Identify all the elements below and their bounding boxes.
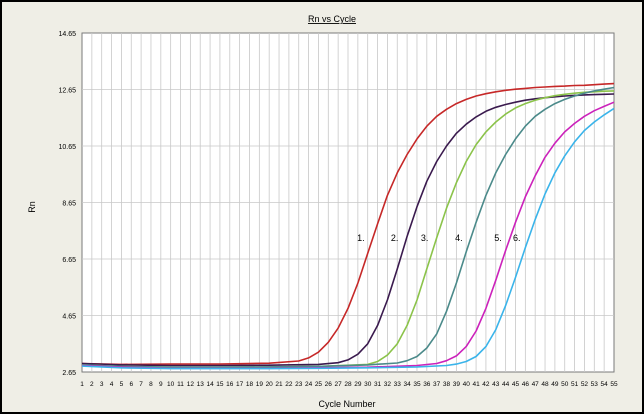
- x-tick-label: 9: [159, 381, 163, 388]
- x-tick-label: 11: [177, 381, 184, 388]
- x-tick-label: 12: [187, 381, 195, 388]
- x-tick-label: 14: [206, 381, 214, 388]
- x-tick-label: 7: [139, 381, 143, 388]
- x-tick-label: 33: [394, 381, 402, 388]
- y-tick-labels: 14.65 12.65 10.65 8.65 6.65 4.65 2.65: [58, 31, 76, 377]
- grid: [82, 33, 614, 372]
- x-tick-label: 35: [413, 381, 421, 388]
- x-tick-label: 31: [374, 381, 382, 388]
- x-tick-label: 4: [110, 381, 114, 388]
- x-tick-labels: 1 2 3 4 5 6 7 8 9 10 11 12 13 14 15 16 17 18 19 20 21 22 23 24 2…: [80, 381, 618, 388]
- x-tick-label: 47: [532, 381, 540, 388]
- series-line-1: [81, 82, 615, 366]
- x-tick-label: 52: [581, 381, 589, 388]
- series-line-6: [81, 107, 615, 370]
- x-tick-label: 30: [364, 381, 372, 388]
- chart-title: Rn vs Cycle: [308, 14, 356, 24]
- x-tick-label: 44: [502, 381, 510, 388]
- x-tick-label: 36: [423, 381, 431, 388]
- y-tick-label: 12.65: [58, 88, 76, 95]
- x-tick-label: 21: [275, 381, 283, 388]
- x-tick-label: 18: [246, 381, 254, 388]
- y-tick-label: 2.65: [62, 370, 76, 377]
- x-tick-label: 46: [522, 381, 530, 388]
- x-tick-label: 55: [610, 381, 618, 388]
- y-tick-label: 8.65: [62, 201, 76, 208]
- x-tick-label: 20: [266, 381, 274, 388]
- x-tick-label: 40: [463, 381, 471, 388]
- series-labels: 1. 2. 3. 4. 5. 6.: [357, 233, 520, 243]
- y-tick-label: 10.65: [58, 144, 76, 151]
- x-tick-label: 2: [90, 381, 94, 388]
- y-axis-label: Rn: [27, 201, 37, 213]
- x-tick-label: 32: [384, 381, 392, 388]
- series-lines: [81, 82, 615, 370]
- series-label-3: 3.: [421, 233, 429, 243]
- x-tick-label: 43: [492, 381, 500, 388]
- x-tick-label: 3: [100, 381, 104, 388]
- x-tick-label: 51: [571, 381, 579, 388]
- x-tick-label: 54: [601, 381, 609, 388]
- x-tick-label: 41: [472, 381, 480, 388]
- x-tick-label: 29: [354, 381, 362, 388]
- x-tick-label: 6: [129, 381, 133, 388]
- series-line-4: [81, 86, 615, 368]
- x-tick-label: 1: [80, 381, 84, 388]
- x-tick-label: 38: [443, 381, 451, 388]
- series-label-6: 6.: [513, 233, 521, 243]
- series-label-1: 1.: [357, 233, 365, 243]
- x-tick-label: 8: [149, 381, 153, 388]
- x-tick-label: 49: [551, 381, 559, 388]
- x-tick-label: 48: [541, 381, 549, 388]
- x-tick-label: 26: [325, 381, 333, 388]
- x-tick-label: 24: [305, 381, 313, 388]
- series-label-5: 5.: [494, 233, 502, 243]
- x-tick-label: 37: [433, 381, 441, 388]
- series-line-2: [81, 93, 615, 367]
- x-axis-label: Cycle Number: [318, 399, 375, 409]
- x-tick-label: 27: [335, 381, 343, 388]
- x-tick-label: 42: [482, 381, 490, 388]
- x-tick-label: 50: [561, 381, 569, 388]
- x-tick-label: 5: [120, 381, 124, 388]
- y-tick-label: 6.65: [62, 257, 76, 264]
- y-tick-label: 14.65: [58, 31, 76, 38]
- x-tick-label: 45: [512, 381, 520, 388]
- x-tick-label: 22: [285, 381, 293, 388]
- x-tick-label: 13: [197, 381, 205, 388]
- x-tick-label: 19: [256, 381, 264, 388]
- x-tick-label: 34: [403, 381, 411, 388]
- x-tick-label: 10: [167, 381, 175, 388]
- x-tick-label: 16: [226, 381, 234, 388]
- series-label-2: 2.: [391, 233, 399, 243]
- x-tick-label: 17: [236, 381, 244, 388]
- x-tick-label: 23: [295, 381, 303, 388]
- series-label-4: 4.: [455, 233, 463, 243]
- x-tick-label: 39: [453, 381, 461, 388]
- y-tick-label: 4.65: [62, 314, 76, 321]
- x-tick-label: 15: [216, 381, 224, 388]
- x-tick-label: 25: [315, 381, 323, 388]
- x-tick-label: 28: [344, 381, 352, 388]
- x-tick-label: 53: [591, 381, 599, 388]
